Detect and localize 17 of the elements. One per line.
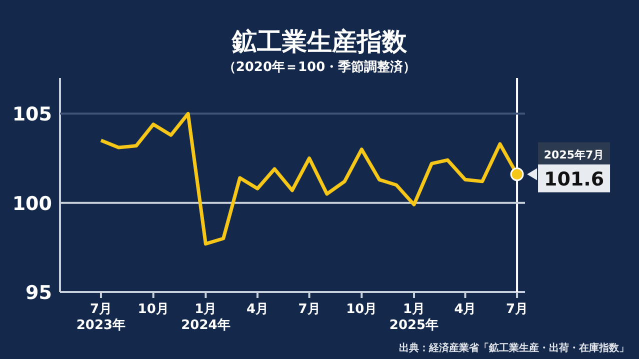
x-tick-label: 10月 [138,302,169,317]
x-tick-label: 7月 2023年 [76,302,126,333]
x-tick-label: 4月 [246,302,269,317]
y-tick-label: 100 [12,192,52,215]
x-tick-label: 10月 [346,302,378,317]
chart-subtitle: （2020年＝100・季節調整済） [222,59,416,75]
data-label: 101.6 [544,168,604,190]
y-tick-label: 105 [12,104,52,126]
x-tick-label: 4月 [454,302,476,317]
x-tick-label: 1月 2024年 [181,302,230,333]
x-tick-label: 7月 [298,302,320,317]
annotation: 2025年7月 [544,148,604,162]
source-note: 出典：経済産業省「鉱工業生産・出荷・在庫指数」 [399,342,629,354]
y-tick-label: 95 [26,282,52,304]
x-tick-label: 1月 2025年 [389,302,439,333]
x-tick-label: 7月 [506,302,528,317]
chart-title: 鉱工業生産指数 [231,27,408,56]
